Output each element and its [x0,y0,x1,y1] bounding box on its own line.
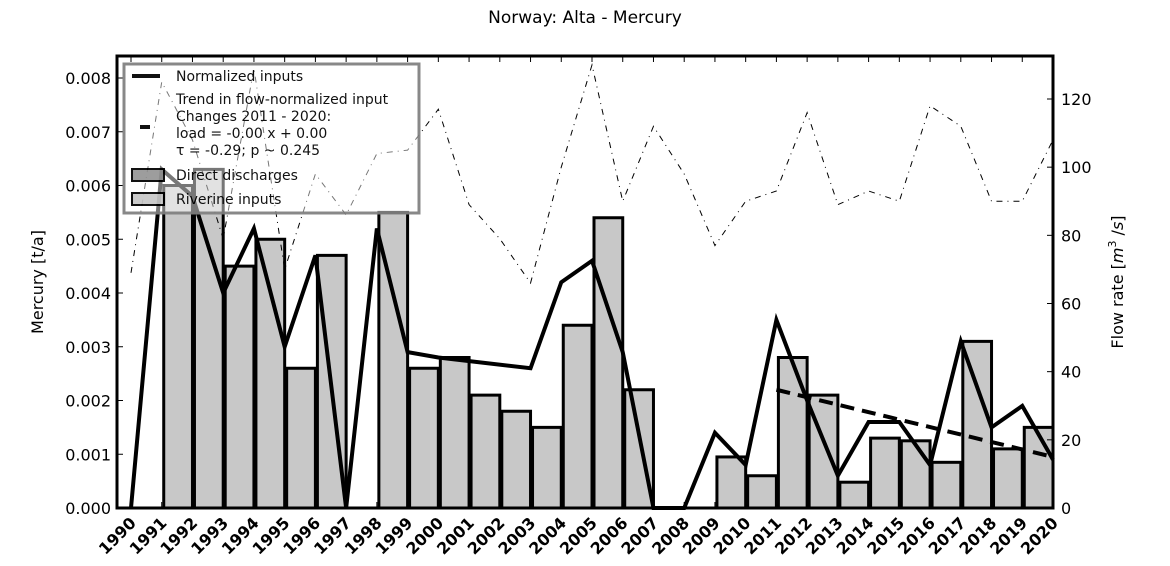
y-tick-label: 0.005 [65,230,111,249]
bar [254,237,287,510]
y-right-tick-label: 0 [1061,499,1071,518]
trend-line [775,387,1054,459]
bar [192,167,225,510]
bar [500,409,533,510]
bars-riverine [162,167,1055,510]
bar [285,366,317,510]
bar [377,210,410,510]
y-tick-label: 0.007 [65,123,111,142]
normalized-inputs-line [129,165,1055,510]
y-tick-label: 0.006 [65,177,111,196]
bar [899,439,932,510]
bar [408,366,440,510]
bar [531,425,563,510]
bar [438,356,471,510]
plot-frame [115,54,1055,510]
bar [930,460,963,510]
y-tick-label: 0.001 [65,445,111,464]
y-right-tick-label: 40 [1061,363,1081,382]
y-tick-label: 0.003 [65,338,111,357]
bar [162,184,194,510]
legend-direct-marker [131,168,165,182]
y-right-tick-label: 100 [1061,158,1092,177]
legend-label-direct: Direct discharges [176,168,298,184]
y-tick-label: 0.008 [65,69,111,88]
y-right-tick-label: 20 [1061,431,1081,450]
legend-label-trend: Trend in flow-normalized input [175,92,389,108]
bar [715,455,748,510]
y-right-axis-label: Flow rate [m3 /s] [1106,215,1127,348]
y-axis-label: Mercury [t/a] [28,230,47,334]
legend-label-trend-changes: Changes 2011 - 2020: [176,109,331,125]
flow-rate-line [130,62,1054,285]
bar [992,447,1024,510]
legend-label-riverine: Riverine inputs [176,192,281,208]
y-right-tick-label: 80 [1061,226,1081,245]
y-right-tick-label: 120 [1061,90,1092,109]
legend-label-trend-equation: load = -0.00 x + 0.00 [176,126,327,142]
bar [776,356,809,510]
y-right-tick-label: 60 [1061,295,1081,314]
chart-title: Norway: Alta - Mercury [488,8,682,28]
bar [961,339,994,510]
bar [469,393,502,510]
bar [838,480,871,510]
bar [592,216,625,510]
bar [1022,425,1055,510]
legend-riverine-marker [131,192,165,206]
bar [869,436,901,510]
bar [561,323,594,510]
y-tick-label: 0.000 [65,499,111,518]
y-tick-label: 0.004 [65,284,111,303]
legend: Normalized inputs Trend in flow-normalize… [122,62,421,215]
legend-label-normalized: Normalized inputs [176,69,303,85]
legend-label-trend-stats: τ = -0.29; p ~ 0.245 [176,143,320,159]
bar [223,264,256,510]
y-tick-label: 0.002 [65,392,111,411]
bar [746,474,778,510]
